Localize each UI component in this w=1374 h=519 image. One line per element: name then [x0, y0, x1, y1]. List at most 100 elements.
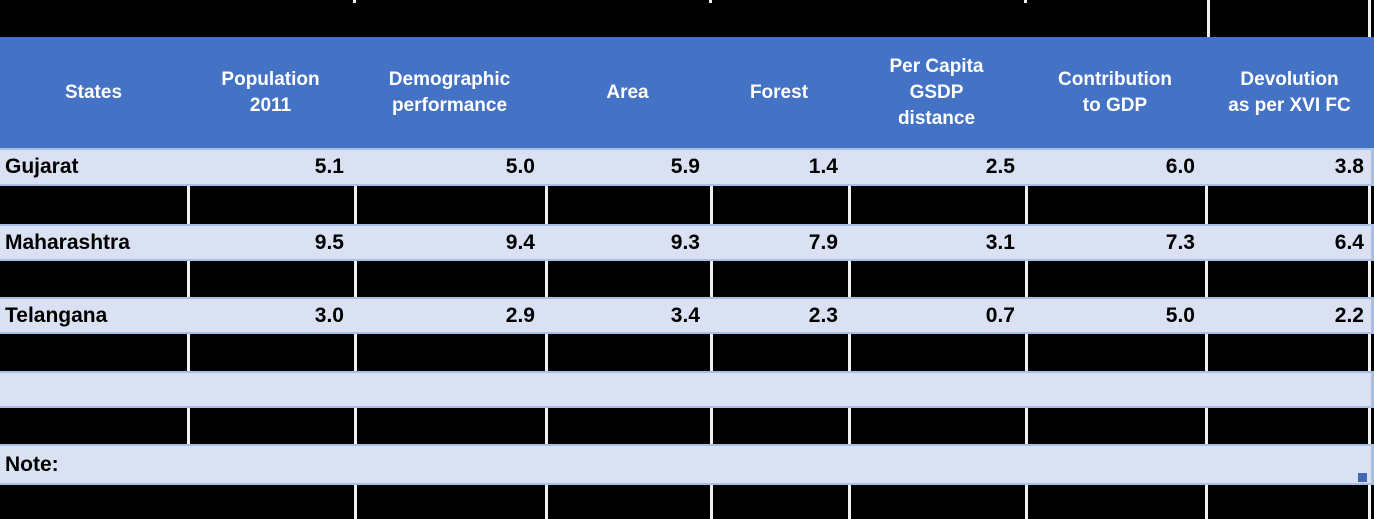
redacted-cell — [545, 186, 710, 224]
redacted-cell — [1025, 485, 1205, 519]
state-name-cell[interactable]: Maharashtra — [5, 230, 130, 254]
redacted-row-top — [0, 0, 1374, 37]
value-cell[interactable]: 2.2 — [1334, 303, 1364, 327]
header-line: GSDP — [909, 81, 964, 103]
redacted-cell — [354, 334, 545, 371]
column-header-contribution-to-gdp[interactable]: Contribution to GDP — [1025, 37, 1205, 148]
redacted-cell — [1368, 0, 1374, 37]
value-cell[interactable]: 2.5 — [985, 155, 1015, 178]
redacted-cell — [1205, 485, 1368, 519]
column-header-devolution-xvi-fc[interactable]: Devolution as per XVI FC — [1205, 37, 1374, 148]
redacted-cell — [354, 261, 545, 297]
value-cell[interactable]: 3.4 — [670, 303, 700, 327]
redacted-cell — [1368, 261, 1374, 297]
value-cell[interactable]: 6.0 — [1165, 155, 1195, 178]
redacted-cell — [0, 334, 187, 371]
redacted-cell — [1205, 334, 1368, 371]
redacted-cell — [187, 334, 354, 371]
redacted-cell — [848, 261, 1025, 297]
header-line: Devolution — [1240, 68, 1339, 90]
table-row-gujarat: Gujarat 5.1 5.0 5.9 1.4 2.5 6.0 3.8 — [0, 148, 1374, 186]
table-header-row: States Population 2011 Demographic perfo… — [0, 37, 1374, 148]
redacted-cell — [0, 186, 187, 224]
redacted-cell — [545, 408, 710, 444]
redacted-cell — [710, 408, 848, 444]
value-cell[interactable]: 9.5 — [314, 230, 344, 254]
gridline-tick — [1024, 0, 1027, 3]
redacted-cell — [710, 485, 848, 519]
value-cell[interactable]: 5.0 — [505, 155, 535, 178]
header-line: performance — [391, 94, 508, 116]
redacted-cell — [1207, 0, 1368, 37]
value-cell[interactable]: 0.7 — [985, 303, 1015, 327]
redacted-cell — [545, 334, 710, 371]
redacted-cell — [187, 186, 354, 224]
value-cell[interactable]: 2.9 — [505, 303, 535, 327]
value-cell[interactable]: 3.0 — [314, 303, 344, 327]
redacted-cell — [1368, 334, 1374, 371]
redacted-cell — [0, 0, 1207, 37]
redacted-cell — [1025, 261, 1205, 297]
redacted-row — [0, 334, 1374, 371]
header-line: distance — [897, 107, 976, 129]
header-line: Forest — [749, 81, 809, 103]
redacted-cell — [0, 485, 354, 519]
column-header-population-2011[interactable]: Population 2011 — [187, 37, 354, 148]
redacted-cell — [0, 408, 187, 444]
header-line: 2011 — [249, 94, 292, 116]
redacted-cell — [1368, 186, 1374, 224]
value-cell[interactable]: 2.3 — [808, 303, 838, 327]
redacted-cell — [354, 485, 545, 519]
column-header-demographic-performance[interactable]: Demographic performance — [354, 37, 545, 148]
redacted-cell — [1025, 334, 1205, 371]
redacted-cell — [710, 186, 848, 224]
redacted-cell — [848, 408, 1025, 444]
value-cell[interactable]: 5.9 — [670, 155, 700, 178]
value-cell[interactable]: 3.1 — [985, 230, 1015, 254]
header-line: Per Capita — [889, 55, 984, 77]
column-header-forest[interactable]: Forest — [710, 37, 848, 148]
header-line: Area — [606, 81, 649, 103]
column-header-states[interactable]: States — [0, 37, 187, 148]
redacted-cell — [1205, 261, 1368, 297]
empty-row[interactable] — [0, 371, 1374, 408]
redacted-cell — [1205, 408, 1368, 444]
note-cell[interactable]: Note: — [5, 452, 59, 476]
redacted-cell — [848, 334, 1025, 371]
table-row-maharashtra: Maharashtra 9.5 9.4 9.3 7.9 3.1 7.3 6.4 — [0, 224, 1374, 261]
redacted-row-bottom — [0, 485, 1374, 519]
redacted-cell — [848, 485, 1025, 519]
value-cell[interactable]: 7.9 — [808, 230, 838, 254]
redacted-cell — [354, 408, 545, 444]
gridline-tick — [709, 0, 712, 3]
value-cell[interactable]: 5.1 — [314, 155, 344, 178]
value-cell[interactable]: 5.0 — [1165, 303, 1195, 327]
value-cell[interactable]: 9.3 — [670, 230, 700, 254]
redacted-cell — [545, 485, 710, 519]
state-name-cell[interactable]: Telangana — [5, 303, 108, 327]
redacted-cell — [1368, 485, 1374, 519]
redacted-row — [0, 186, 1374, 224]
fill-handle[interactable] — [1358, 473, 1367, 482]
value-cell[interactable]: 3.8 — [1334, 155, 1364, 178]
value-cell[interactable]: 6.4 — [1334, 230, 1364, 254]
redacted-cell — [187, 261, 354, 297]
column-header-per-capita-gsdp-distance[interactable]: Per Capita GSDP distance — [848, 37, 1025, 148]
gridline-tick — [353, 0, 356, 3]
redacted-cell — [710, 334, 848, 371]
value-cell[interactable]: 9.4 — [505, 230, 535, 254]
state-name-cell[interactable]: Gujarat — [5, 155, 79, 178]
header-line: Demographic — [388, 68, 511, 90]
header-line: as per XVI FC — [1228, 94, 1351, 116]
redacted-cell — [187, 408, 354, 444]
redacted-cell — [1205, 186, 1368, 224]
header-line: States — [64, 81, 123, 103]
header-line: Contribution — [1058, 68, 1172, 90]
value-cell[interactable]: 1.4 — [808, 155, 838, 178]
value-cell[interactable]: 7.3 — [1165, 230, 1195, 254]
redacted-cell — [545, 261, 710, 297]
redacted-row — [0, 408, 1374, 444]
redacted-row — [0, 261, 1374, 297]
column-header-area[interactable]: Area — [545, 37, 710, 148]
